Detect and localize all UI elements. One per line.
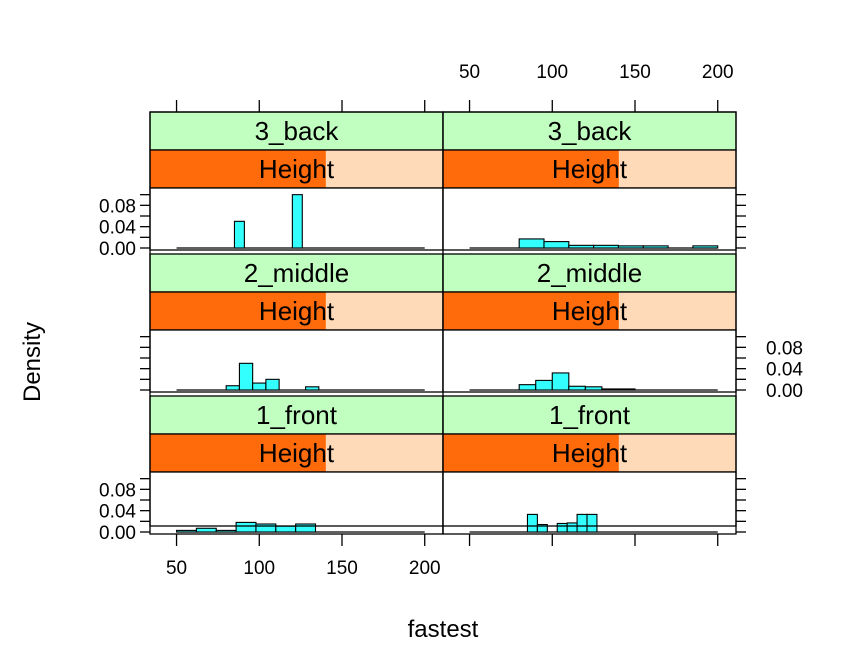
y-tick-label-left: 0.08 [99, 480, 136, 501]
strip-row-label: 1_front [549, 400, 631, 430]
y-tick-label-left: 0.08 [99, 196, 136, 217]
panel-plot-area [442, 187, 737, 251]
histogram-bar-3_back-col2-1 [543, 241, 570, 249]
histogram-bar-2_middle-col2-5 [601, 388, 636, 391]
histogram-bar-1_front-col2-3 [556, 522, 568, 533]
axes: 50501001001501502002000.000.040.080.000.… [99, 62, 803, 579]
panel-2_middle-col2: 2_middle Height [442, 253, 737, 393]
x-tick-label-top: 150 [619, 62, 651, 83]
y-tick-label-right: 0.04 [766, 360, 803, 381]
strip-row-label: 3_back [255, 116, 340, 146]
panel-plot-area [442, 329, 737, 393]
histogram-bar-3_back-col2-6 [692, 245, 719, 249]
panel-1_front-col2: 1_front Height [442, 395, 737, 535]
strip-row-label-bg [442, 253, 737, 293]
strip-row-label: 3_back [548, 116, 633, 146]
histogram-bar-1_front-col1-4 [255, 523, 277, 533]
y-tick-label-right: 0.00 [766, 381, 803, 402]
histogram-bar-3_back-col2-5 [642, 245, 669, 249]
histogram-bar-3_back-col2-0 [518, 238, 545, 249]
panel-plot-area [149, 329, 444, 393]
height-strip-label: Height [259, 296, 335, 326]
histogram-bar-3_back-col2-3 [593, 244, 620, 249]
histogram-bar-3_back-col2-2 [568, 244, 595, 249]
height-strip-level [443, 292, 619, 330]
strip-row-label-bg [149, 111, 444, 151]
strip-row-label: 1_front [256, 400, 338, 430]
y-tick-label-left: 0.04 [99, 218, 136, 239]
histogram-bar-2_middle-col2-2 [551, 372, 570, 391]
histogram-bar-2_middle-col1-3 [265, 378, 280, 391]
x-tick-label-top: 100 [536, 62, 568, 83]
height-strip-label: Height [552, 154, 628, 184]
histogram-bar-1_front-col2-1 [536, 523, 548, 533]
height-strip-label: Height [259, 154, 335, 184]
y-axis-title: Density [19, 322, 46, 402]
histogram-bar-2_middle-col1-2 [252, 382, 267, 391]
y-tick-label-right: 0.08 [766, 338, 803, 359]
height-strip-level [150, 434, 326, 472]
histogram-bar-1_front-col1-0 [175, 529, 197, 533]
strip-row-label: 2_middle [244, 258, 350, 288]
histogram-bar-3_back-col1-1 [291, 194, 303, 249]
histogram-bar-1_front-col1-2 [215, 529, 237, 533]
y-tick-label-left: 0.00 [99, 239, 136, 260]
y-tick-label-left: 0.04 [99, 502, 136, 523]
panel-1_front-col1: 1_front Height [149, 395, 444, 535]
strip-row-label: 2_middle [537, 258, 643, 288]
x-tick-label-bottom: 150 [326, 558, 358, 579]
panel-plot-area [149, 471, 444, 535]
histogram-bar-2_middle-col2-3 [568, 385, 586, 391]
histogram-bar-1_front-col1-3 [235, 521, 257, 533]
x-tick-label-bottom: 200 [409, 558, 441, 579]
histogram-bar-1_front-col2-6 [586, 513, 598, 533]
height-strip-label: Height [259, 438, 335, 468]
x-tick-label-bottom: 100 [243, 558, 275, 579]
histogram-bar-1_front-col1-6 [295, 523, 317, 533]
histogram-bar-2_middle-col1-1 [238, 362, 254, 391]
height-strip-level [150, 150, 326, 188]
histogram-bar-1_front-col2-4 [566, 522, 578, 533]
histogram-bar-1_front-col2-5 [576, 513, 588, 533]
panel-3_back-col2: 3_back Height [442, 111, 737, 251]
x-tick-label-top: 200 [702, 62, 734, 83]
height-strip-label: Height [552, 296, 628, 326]
histogram-bar-2_middle-col2-1 [535, 379, 553, 391]
histogram-bar-2_middle-col1-4 [305, 386, 320, 391]
height-strip-level [443, 150, 619, 188]
histogram-bar-3_back-col2-4 [617, 245, 644, 249]
histogram-bar-1_front-col1-5 [275, 525, 297, 533]
histogram-bar-2_middle-col2-4 [584, 386, 603, 391]
x-tick-label-bottom: 50 [166, 558, 187, 579]
panel-3_back-col1: 3_back Height [149, 111, 444, 251]
height-strip-level [443, 434, 619, 472]
height-strip-label: Height [552, 438, 628, 468]
histogram-bar-2_middle-col2-0 [518, 384, 537, 391]
y-tick-label-left: 0.00 [99, 523, 136, 544]
x-axis-title: fastest [408, 616, 479, 643]
height-strip-level [150, 292, 326, 330]
histogram-bar-1_front-col1-1 [195, 527, 217, 533]
panel-grid: 3_backHeight3_backHeight2_middleHeight2_… [149, 111, 737, 535]
x-tick-label-top: 50 [459, 62, 480, 83]
histogram-bar-2_middle-col1-0 [225, 385, 240, 391]
histogram-bar-3_back-col1-0 [233, 220, 245, 249]
histogram-bar-1_front-col2-0 [526, 513, 538, 533]
strip-row-label-bg [442, 395, 737, 435]
panel-2_middle-col1: 2_middle Height [149, 253, 444, 393]
